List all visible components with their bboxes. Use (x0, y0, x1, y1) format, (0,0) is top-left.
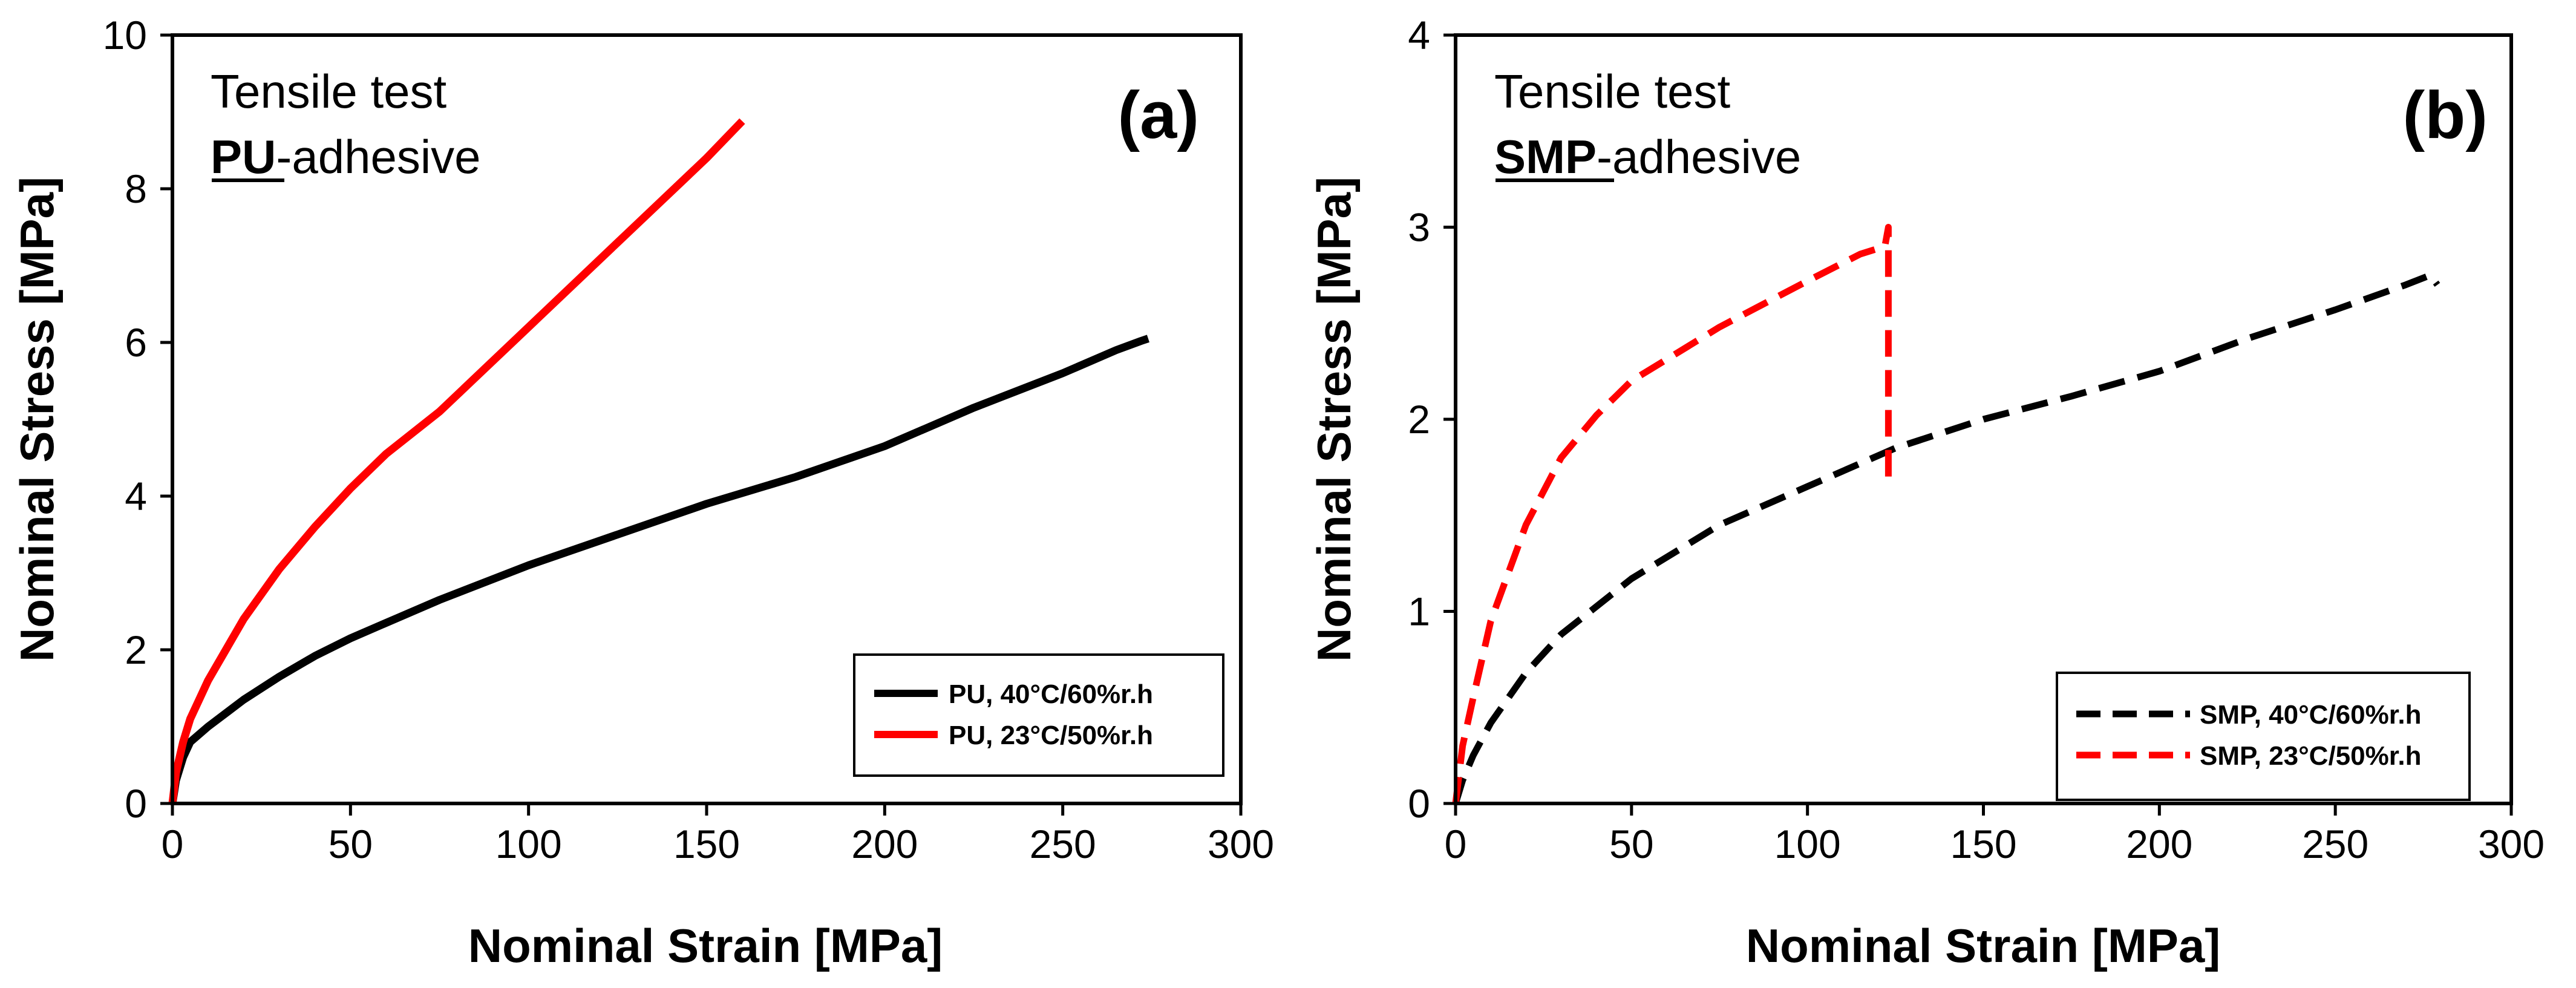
y-tick-label-a-4: 8 (125, 166, 147, 211)
annotation-rest-b: -adhesive (1597, 130, 1801, 183)
x-tick-label-b-2: 100 (1774, 822, 1841, 866)
x-tick-label-b-1: 50 (1609, 822, 1653, 866)
y-tick-label-a-2: 4 (125, 474, 147, 519)
x-axis-label-b: Nominal Strain [MPa] (1746, 919, 2220, 972)
x-tick-label-b-4: 200 (2126, 822, 2192, 866)
x-tick-label-a-3: 150 (673, 822, 740, 866)
legend-label-b-1: SMP, 23°C/50%r.h (2200, 741, 2422, 771)
y-tick-label-b-4: 4 (1408, 13, 1430, 57)
legend-label-a-0: PU, 40°C/60%r.h (949, 679, 1153, 709)
plot-area-b (1452, 224, 2440, 805)
plot-area-a (168, 118, 1149, 804)
annotation-bold-a: PU (211, 130, 276, 183)
series-line-b-0 (1452, 272, 2440, 805)
y-tick-label-b-0: 0 (1408, 781, 1430, 826)
legend-box-b (2056, 672, 2471, 801)
x-tick-label-b-5: 250 (2302, 822, 2368, 866)
legend-a: PU, 40°C/60%r.h PU, 23°C/50%r.h (853, 653, 1224, 777)
series-line-a-0 (168, 335, 1149, 804)
annotation-line2-a: PU-adhesive (211, 130, 481, 183)
x-tick-label-a-2: 100 (495, 822, 562, 866)
annotation-line2-b: SMP-adhesive (1494, 130, 1801, 183)
y-tick-label-a-3: 6 (125, 320, 147, 365)
y-tick-label-b-3: 3 (1408, 205, 1430, 250)
panel-label-b: (b) (2403, 78, 2488, 152)
y-tick-label-b-2: 2 (1408, 397, 1430, 442)
x-tick-label-b-6: 300 (2478, 822, 2545, 866)
panel-label-a: (a) (1118, 78, 1199, 152)
x-tick-label-a-6: 300 (1208, 822, 1274, 866)
annotation-line1-b: Tensile test (1494, 65, 1731, 118)
series-line-b-1 (1452, 224, 1892, 804)
annotation-bold-b: SMP (1494, 130, 1597, 183)
y-axis-label-a: Nominal Stress [MPa] (10, 177, 64, 662)
series-line-a-1 (168, 118, 745, 804)
chart-panel-b: 0 50 100 150 200 250 300 0 1 2 3 4 Tensile test SMP… (1307, 13, 2545, 972)
legend-label-b-0: SMP, 40°C/60%r.h (2200, 700, 2422, 730)
x-tick-label-b-0: 0 (1445, 822, 1467, 866)
x-tick-label-a-5: 250 (1030, 822, 1096, 866)
y-tick-label-b-1: 1 (1408, 589, 1430, 634)
y-tick-label-a-0: 0 (125, 781, 147, 826)
y-tick-label-a-1: 2 (125, 627, 147, 672)
legend-b: SMP, 40°C/60%r.h SMP, 23°C/50%r.h (2056, 672, 2471, 801)
legend-box-a (853, 653, 1224, 777)
y-tick-label-a-5: 10 (103, 13, 147, 57)
axis-ticks-a: 0 50 100 150 200 250 300 0 2 4 6 8 10 (103, 13, 1274, 866)
y-axis-label-b: Nominal Stress [MPa] (1307, 177, 1361, 662)
x-tick-label-a-4: 200 (851, 822, 918, 866)
x-tick-label-a-0: 0 (162, 822, 184, 866)
annotation-rest-a: -adhesive (276, 130, 480, 183)
legend-label-a-1: PU, 23°C/50%r.h (949, 721, 1153, 750)
x-tick-label-b-3: 150 (1950, 822, 2016, 866)
chart-panel-a: 0 50 100 150 200 250 300 0 2 4 6 8 10 Tensile test P… (10, 13, 1274, 972)
x-tick-label-a-1: 50 (329, 822, 373, 866)
annotation-line1-a: Tensile test (211, 65, 447, 118)
x-axis-label-a: Nominal Strain [MPa] (468, 919, 943, 972)
axis-ticks-b: 0 50 100 150 200 250 300 0 1 2 3 4 (1408, 13, 2545, 866)
